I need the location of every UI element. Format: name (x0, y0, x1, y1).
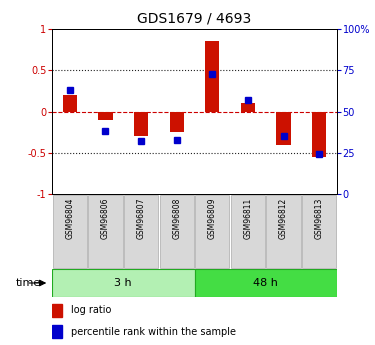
Bar (52, 325, 62, 338)
Bar (302, 195, 336, 268)
Text: GDS1679 / 4693: GDS1679 / 4693 (137, 11, 252, 25)
Bar (170, 111, 184, 132)
Bar (98, 111, 112, 120)
Bar (134, 111, 148, 136)
Text: GSM96807: GSM96807 (136, 198, 146, 239)
Bar (241, 103, 255, 111)
Bar (231, 195, 265, 268)
Text: log ratio: log ratio (71, 305, 111, 315)
Text: percentile rank within the sample: percentile rank within the sample (71, 327, 236, 337)
Text: GSM96812: GSM96812 (279, 198, 288, 239)
Text: GSM96809: GSM96809 (208, 198, 217, 239)
Text: GSM96806: GSM96806 (101, 198, 110, 239)
Text: 48 h: 48 h (254, 278, 278, 288)
Text: GSM96808: GSM96808 (172, 198, 181, 239)
Text: GSM96813: GSM96813 (315, 198, 324, 239)
Bar (195, 195, 230, 268)
Text: time: time (15, 278, 41, 288)
Bar (276, 111, 291, 145)
Bar (205, 41, 219, 111)
Bar (160, 195, 194, 268)
Bar (195, 269, 337, 297)
Bar (88, 195, 123, 268)
Bar (63, 95, 77, 111)
Text: GSM96811: GSM96811 (243, 198, 252, 239)
Text: GSM96804: GSM96804 (65, 198, 74, 239)
Text: 3 h: 3 h (114, 278, 132, 288)
Bar (312, 111, 326, 157)
Bar (52, 304, 62, 317)
Bar (267, 195, 301, 268)
Bar (52, 269, 195, 297)
Bar (124, 195, 158, 268)
Bar (53, 195, 87, 268)
